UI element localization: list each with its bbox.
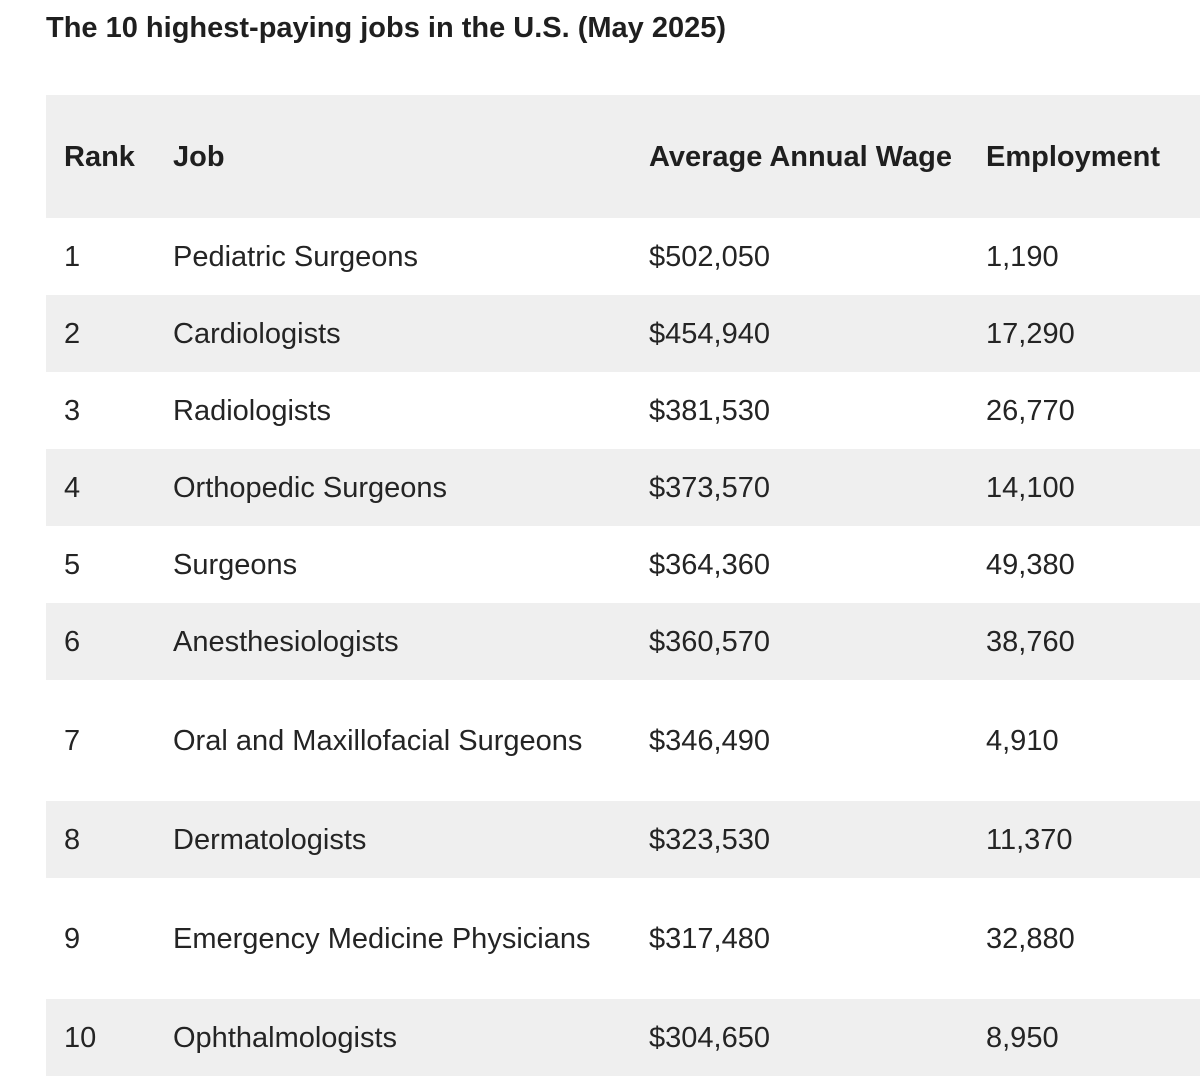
table-row: 6 Anesthesiologists $360,570 38,760: [46, 603, 1200, 680]
header-employment: Employment: [986, 140, 1161, 173]
employment-cell: 14,100: [986, 471, 1075, 504]
employment-cell: 38,760: [986, 625, 1075, 658]
job-cell: Surgeons: [173, 548, 298, 581]
table-row: 8 Dermatologists $323,530 11,370: [46, 801, 1200, 878]
job-cell: Oral and Maxillofacial Surgeons: [173, 724, 583, 757]
employment-cell: 17,290: [986, 317, 1075, 350]
wage-cell: $317,480: [649, 922, 770, 955]
header-average-annual-wage: Average Annual Wage: [649, 140, 952, 173]
rank-cell: 7: [64, 724, 81, 757]
employment-cell: 1,190: [986, 240, 1059, 273]
table-row: 4 Orthopedic Surgeons $373,570 14,100: [46, 449, 1200, 526]
job-cell: Cardiologists: [173, 317, 341, 350]
employment-cell: 32,880: [986, 922, 1075, 955]
table-row: 3 Radiologists $381,530 26,770: [46, 372, 1200, 449]
header-rank: Rank: [64, 140, 135, 173]
employment-cell: 49,380: [986, 548, 1075, 581]
rank-cell: 5: [64, 548, 81, 581]
wage-cell: $502,050: [649, 240, 770, 273]
employment-cell: 26,770: [986, 394, 1075, 427]
rank-cell: 8: [64, 823, 81, 856]
table-row: 1 Pediatric Surgeons $502,050 1,190: [46, 218, 1200, 295]
page-title: The 10 highest-paying jobs in the U.S. (…: [46, 12, 727, 44]
rank-cell: 9: [64, 922, 81, 955]
rank-cell: 1: [64, 240, 81, 273]
table-row: 5 Surgeons $364,360 49,380: [46, 526, 1200, 603]
employment-cell: 8,950: [986, 1021, 1059, 1054]
rank-cell: 6: [64, 625, 81, 658]
wage-cell: $304,650: [649, 1021, 770, 1054]
wage-cell: $381,530: [649, 394, 770, 427]
table-row: 2 Cardiologists $454,940 17,290: [46, 295, 1200, 372]
rank-cell: 2: [64, 317, 81, 350]
employment-cell: 4,910: [986, 724, 1059, 757]
rank-cell: 4: [64, 471, 81, 504]
wage-cell: $454,940: [649, 317, 770, 350]
job-cell: Orthopedic Surgeons: [173, 471, 448, 504]
job-cell: Emergency Medicine Physicians: [173, 922, 591, 955]
wage-cell: $323,530: [649, 823, 770, 856]
table-row: 7 Oral and Maxillofacial Surgeons $346,4…: [46, 680, 1200, 801]
employment-cell: 11,370: [986, 823, 1073, 856]
wage-cell: $360,570: [649, 625, 770, 658]
job-cell: Radiologists: [173, 394, 331, 427]
wage-cell: $373,570: [649, 471, 770, 504]
wages-table: Rank Job Average Annual Wage Employment …: [46, 95, 1200, 1076]
table-header-row: Rank Job Average Annual Wage Employment: [46, 95, 1200, 218]
rank-cell: 10: [64, 1021, 97, 1054]
job-cell: Ophthalmologists: [173, 1021, 398, 1054]
wage-cell: $364,360: [649, 548, 770, 581]
rank-cell: 3: [64, 394, 81, 427]
job-cell: Anesthesiologists: [173, 625, 399, 658]
header-job: Job: [173, 140, 225, 173]
table-row: 10 Ophthalmologists $304,650 8,950: [46, 999, 1200, 1076]
job-cell: Dermatologists: [173, 823, 367, 856]
job-cell: Pediatric Surgeons: [173, 240, 419, 273]
table-row: 9 Emergency Medicine Physicians $317,480…: [46, 878, 1200, 999]
wage-cell: $346,490: [649, 724, 770, 757]
